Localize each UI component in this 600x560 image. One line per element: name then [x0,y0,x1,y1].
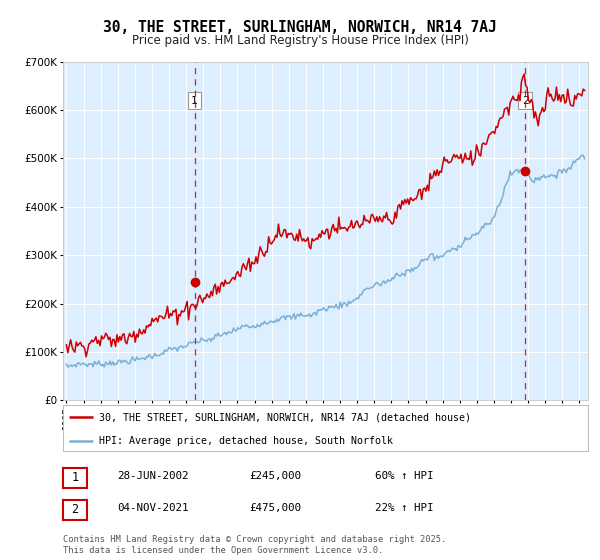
Text: 1: 1 [71,471,79,484]
Text: 22% ↑ HPI: 22% ↑ HPI [375,503,433,513]
Text: 2: 2 [71,503,79,516]
Text: £245,000: £245,000 [249,471,301,481]
Text: 30, THE STREET, SURLINGHAM, NORWICH, NR14 7AJ (detached house): 30, THE STREET, SURLINGHAM, NORWICH, NR1… [98,412,471,422]
Text: Price paid vs. HM Land Registry's House Price Index (HPI): Price paid vs. HM Land Registry's House … [131,34,469,46]
Text: 28-JUN-2002: 28-JUN-2002 [117,471,188,481]
Text: 60% ↑ HPI: 60% ↑ HPI [375,471,433,481]
Text: 2: 2 [522,96,529,106]
Text: 04-NOV-2021: 04-NOV-2021 [117,503,188,513]
Text: 30, THE STREET, SURLINGHAM, NORWICH, NR14 7AJ: 30, THE STREET, SURLINGHAM, NORWICH, NR1… [103,20,497,35]
Text: HPI: Average price, detached house, South Norfolk: HPI: Average price, detached house, Sout… [98,436,392,446]
Text: Contains HM Land Registry data © Crown copyright and database right 2025.
This d: Contains HM Land Registry data © Crown c… [63,535,446,555]
Text: 1: 1 [191,96,198,106]
Text: £475,000: £475,000 [249,503,301,513]
